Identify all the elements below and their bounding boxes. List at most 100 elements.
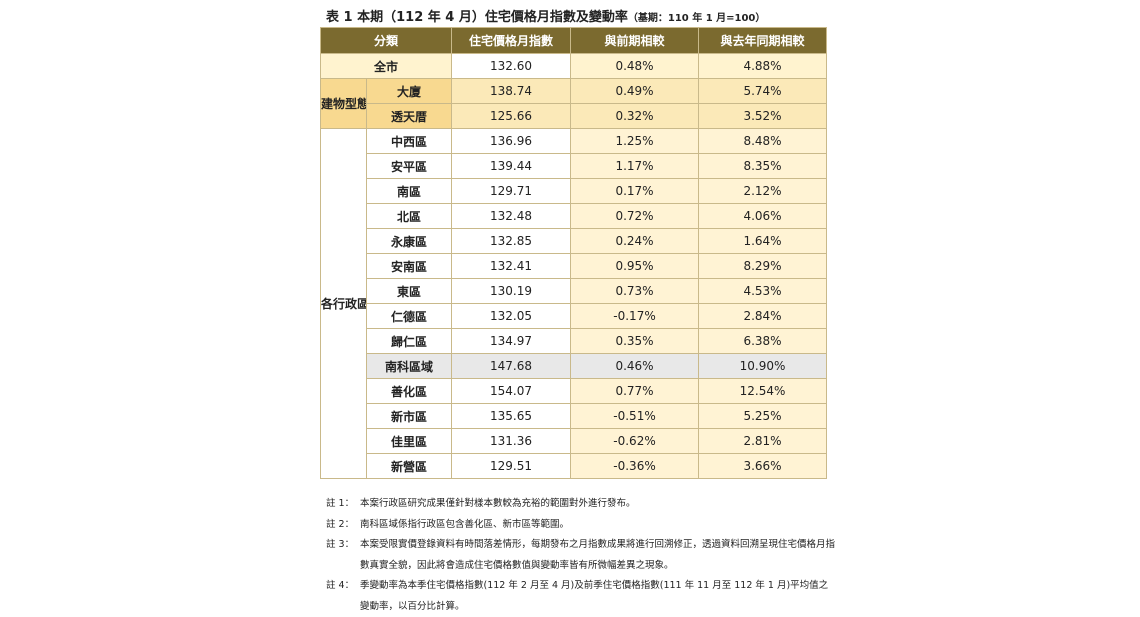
- yoy-cell: 8.29%: [698, 253, 828, 279]
- district-group-label: 各行政區: [320, 128, 367, 479]
- table-row: 南區 129.71 0.17% 2.12%: [321, 178, 828, 204]
- index-cell: 147.68: [451, 353, 572, 379]
- yoy-cell: 10.90%: [698, 353, 828, 379]
- index-cell: 129.71: [451, 178, 572, 204]
- row-label: 北區: [365, 203, 453, 229]
- index-cell: 132.41: [451, 253, 572, 279]
- mom-cell: -0.17%: [570, 303, 700, 329]
- row-label: 透天厝: [365, 103, 453, 129]
- footnote-tag: 註 3：: [326, 539, 355, 550]
- footnote: 註 4： 季變動率為本季住宅價格指數(112 年 2 月至 4 月)及前季住宅價格…: [326, 576, 836, 617]
- index-cell: 125.66: [451, 103, 572, 129]
- mom-cell: 0.46%: [570, 353, 700, 379]
- table-row: 新市區 135.65 -0.51% 5.25%: [321, 403, 828, 429]
- mom-cell: 0.48%: [570, 53, 700, 79]
- table-header-row: 分類 住宅價格月指數 與前期相較 與去年同期相較: [319, 27, 828, 54]
- footnote-text: 南科區域係指行政區包含善化區、新市區等範圍。: [360, 518, 570, 530]
- table-row: 東區 130.19 0.73% 4.53%: [321, 278, 828, 304]
- index-cell: 132.60: [451, 53, 572, 79]
- yoy-cell: 8.48%: [698, 128, 828, 154]
- footnote-tag: 註 4：: [326, 580, 355, 591]
- price-index-table: 分類 住宅價格月指數 與前期相較 與去年同期相較 全市 132.60 0.48% 4.…: [319, 27, 828, 479]
- table-title-main: 表 1 本期（112 年 4 月）住宅價格月指數及變動率: [326, 10, 628, 25]
- row-label: 南區: [365, 178, 453, 204]
- table-row: 佳里區 131.36 -0.62% 2.81%: [321, 428, 828, 454]
- index-cell: 132.05: [451, 303, 572, 329]
- footnote-tag: 註 1：: [326, 498, 355, 509]
- mom-cell: 0.24%: [570, 228, 700, 254]
- row-label: 安南區: [365, 253, 453, 279]
- yoy-cell: 2.12%: [698, 178, 828, 204]
- row-label: 善化區: [365, 378, 453, 404]
- header-yoy: 與去年同期相較: [698, 27, 828, 54]
- table-row: 各行政區 中西區 136.96 1.25% 8.48%: [320, 128, 828, 479]
- mom-cell: -0.51%: [570, 403, 700, 429]
- row-label: 全市: [319, 53, 453, 79]
- yoy-cell: 2.81%: [698, 428, 828, 454]
- yoy-cell: 5.25%: [698, 403, 828, 429]
- row-label: 南科區域: [365, 353, 453, 379]
- table-row: 仁德區 132.05 -0.17% 2.84%: [321, 303, 828, 329]
- footnote-text: 季變動率為本季住宅價格指數(112 年 2 月至 4 月)及前季住宅價格指數(1…: [360, 580, 829, 612]
- row-label: 中西區: [365, 128, 453, 154]
- row-label: 安平區: [365, 153, 453, 179]
- yoy-cell: 5.74%: [698, 78, 828, 104]
- mom-cell: 0.49%: [570, 78, 700, 104]
- table-row: 新營區 129.51 -0.36% 3.66%: [321, 453, 828, 479]
- mom-cell: 0.77%: [570, 378, 700, 404]
- row-label: 大廈: [365, 78, 453, 104]
- mom-cell: 0.95%: [570, 253, 700, 279]
- row-label: 歸仁區: [365, 328, 453, 354]
- index-cell: 154.07: [451, 378, 572, 404]
- yoy-cell: 4.88%: [698, 53, 828, 79]
- mom-cell: 0.72%: [570, 203, 700, 229]
- table-row: 善化區 154.07 0.77% 12.54%: [321, 378, 828, 404]
- footnotes: 註 1： 本案行政區研究成果僅針對樣本數較為充裕的範圍對外進行發布。註 2： 南科區…: [326, 494, 836, 617]
- footnote-text: 本案行政區研究成果僅針對樣本數較為充裕的範圍對外進行發布。: [360, 498, 636, 509]
- index-cell: 132.85: [451, 228, 572, 254]
- yoy-cell: 3.66%: [698, 453, 828, 479]
- row-label: 東區: [365, 278, 453, 304]
- index-cell: 135.65: [451, 403, 572, 429]
- header-index: 住宅價格月指數: [451, 27, 572, 54]
- building-type-group-label: 建物型態: [320, 78, 367, 129]
- mom-cell: 0.35%: [570, 328, 700, 354]
- index-cell: 131.36: [451, 428, 572, 454]
- row-label: 仁德區: [365, 303, 453, 329]
- table-row: 南科區域 147.68 0.46% 10.90%: [321, 353, 828, 379]
- yoy-cell: 4.06%: [698, 203, 828, 229]
- yoy-cell: 8.35%: [698, 153, 828, 179]
- yoy-cell: 12.54%: [698, 378, 828, 404]
- mom-cell: 0.32%: [570, 103, 700, 129]
- table-row: 透天厝 125.66 0.32% 3.52%: [321, 103, 828, 129]
- table-row: 建物型態 大廈 138.74 0.49% 5.74%: [320, 78, 828, 129]
- footnote: 註 2： 南科區域係指行政區包含善化區、新市區等範圍。: [326, 515, 836, 536]
- mom-cell: 1.25%: [570, 128, 700, 154]
- index-cell: 132.48: [451, 203, 572, 229]
- table-title: 表 1 本期（112 年 4 月）住宅價格月指數及變動率（基期：110 年 1 …: [326, 6, 846, 25]
- mom-cell: 0.17%: [570, 178, 700, 204]
- yoy-cell: 3.52%: [698, 103, 828, 129]
- table-row: 安平區 139.44 1.17% 8.35%: [321, 153, 828, 179]
- mom-cell: -0.62%: [570, 428, 700, 454]
- yoy-cell: 4.53%: [698, 278, 828, 304]
- yoy-cell: 1.64%: [698, 228, 828, 254]
- yoy-cell: 6.38%: [698, 328, 828, 354]
- row-label: 永康區: [365, 228, 453, 254]
- table-row: 歸仁區 134.97 0.35% 6.38%: [321, 328, 828, 354]
- table-row: 永康區 132.85 0.24% 1.64%: [321, 228, 828, 254]
- header-category: 分類: [319, 27, 453, 54]
- yoy-cell: 2.84%: [698, 303, 828, 329]
- index-cell: 130.19: [451, 278, 572, 304]
- row-label: 新營區: [365, 453, 453, 479]
- mom-cell: 0.73%: [570, 278, 700, 304]
- table-title-base-period: （基期：110 年 1 月=100）: [627, 13, 766, 24]
- header-mom: 與前期相較: [570, 27, 700, 54]
- mom-cell: 1.17%: [570, 153, 700, 179]
- footnote-tag: 註 2：: [326, 518, 355, 530]
- row-label: 新市區: [365, 403, 453, 429]
- table-row: 安南區 132.41 0.95% 8.29%: [321, 253, 828, 279]
- index-cell: 134.97: [451, 328, 572, 354]
- footnote: 註 3： 本案受限實價登錄資料有時間落差情形，每期發布之月指數成果將進行回溯修正，…: [326, 535, 836, 576]
- mom-cell: -0.36%: [570, 453, 700, 479]
